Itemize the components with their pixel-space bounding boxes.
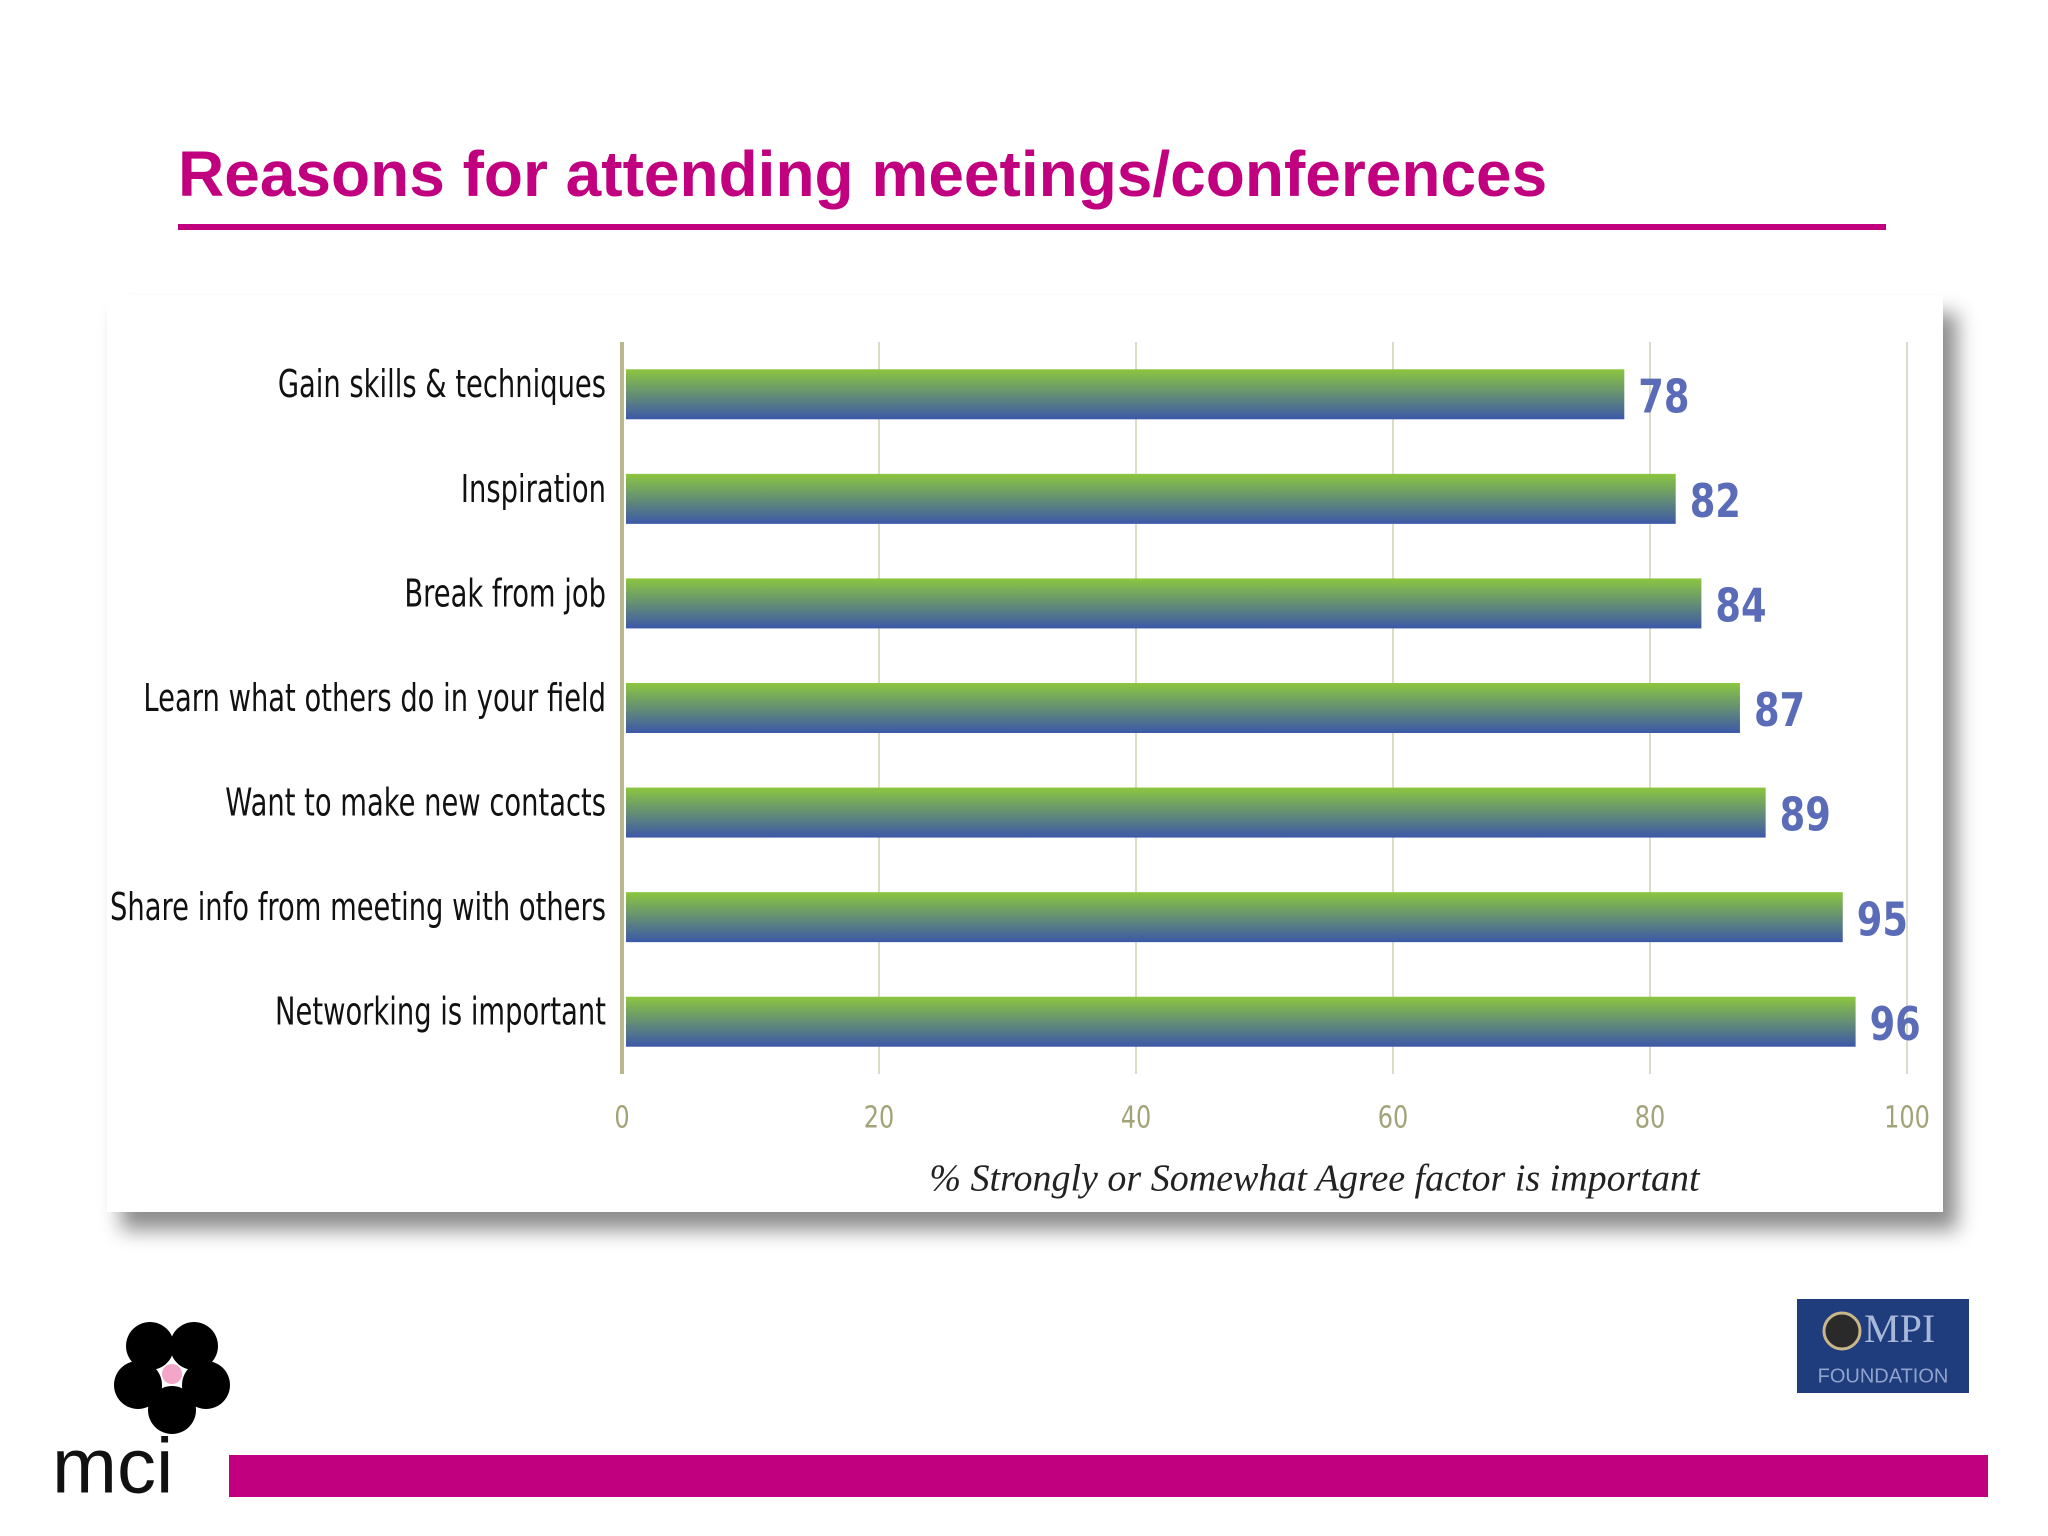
x-tick-label: 60 [1378, 1101, 1409, 1135]
mpi-globe [1822, 1311, 1862, 1351]
footer-bar [229, 1455, 1988, 1497]
bar [626, 473, 1676, 524]
value-label: 82 [1690, 474, 1741, 528]
plot: 0 20 40 60 80 100 Gain skills & techniques 78 In… [110, 342, 1930, 1200]
value-label: 95 [1857, 892, 1908, 946]
value-label: 89 [1780, 788, 1831, 842]
category-label: Share info from meeting with others [110, 884, 606, 929]
x-tick-label: 100 [1884, 1101, 1930, 1135]
chart-panel [107, 295, 1943, 1212]
value-label: 87 [1754, 683, 1805, 737]
category-label: Learn what others do in your field [143, 675, 606, 720]
bar [626, 787, 1766, 838]
x-tick-label: 40 [1121, 1101, 1152, 1135]
bar [626, 578, 1702, 629]
x-tick-label: 80 [1635, 1101, 1666, 1135]
bar [626, 369, 1625, 420]
bar [626, 892, 1843, 943]
mpi-text: MPI [1864, 1306, 1935, 1351]
mci-logo-text: mci [52, 1422, 173, 1510]
title: Reasons for attending meetings/conferenc… [178, 138, 1547, 210]
bar [626, 996, 1856, 1047]
value-label: 96 [1870, 997, 1921, 1051]
mci-flower [114, 1322, 230, 1434]
mpi-logo [1797, 1299, 1969, 1393]
x-axis-label: % Strongly or Somewhat Agree factor is i… [929, 1158, 1701, 1200]
bar [626, 683, 1740, 733]
value-label: 84 [1715, 579, 1766, 633]
x-tick-label: 0 [614, 1101, 629, 1135]
category-label: Gain skills & techniques [278, 362, 606, 407]
x-tick-label: 20 [864, 1101, 895, 1135]
category-label: Networking is important [275, 989, 606, 1034]
title-underline [178, 224, 1886, 230]
mpi-foundation: FOUNDATION [1818, 1365, 1949, 1387]
category-label: Want to make new contacts [225, 780, 606, 825]
value-label: 78 [1638, 369, 1689, 423]
category-label: Inspiration [461, 466, 606, 511]
category-label: Break from job [404, 571, 606, 616]
